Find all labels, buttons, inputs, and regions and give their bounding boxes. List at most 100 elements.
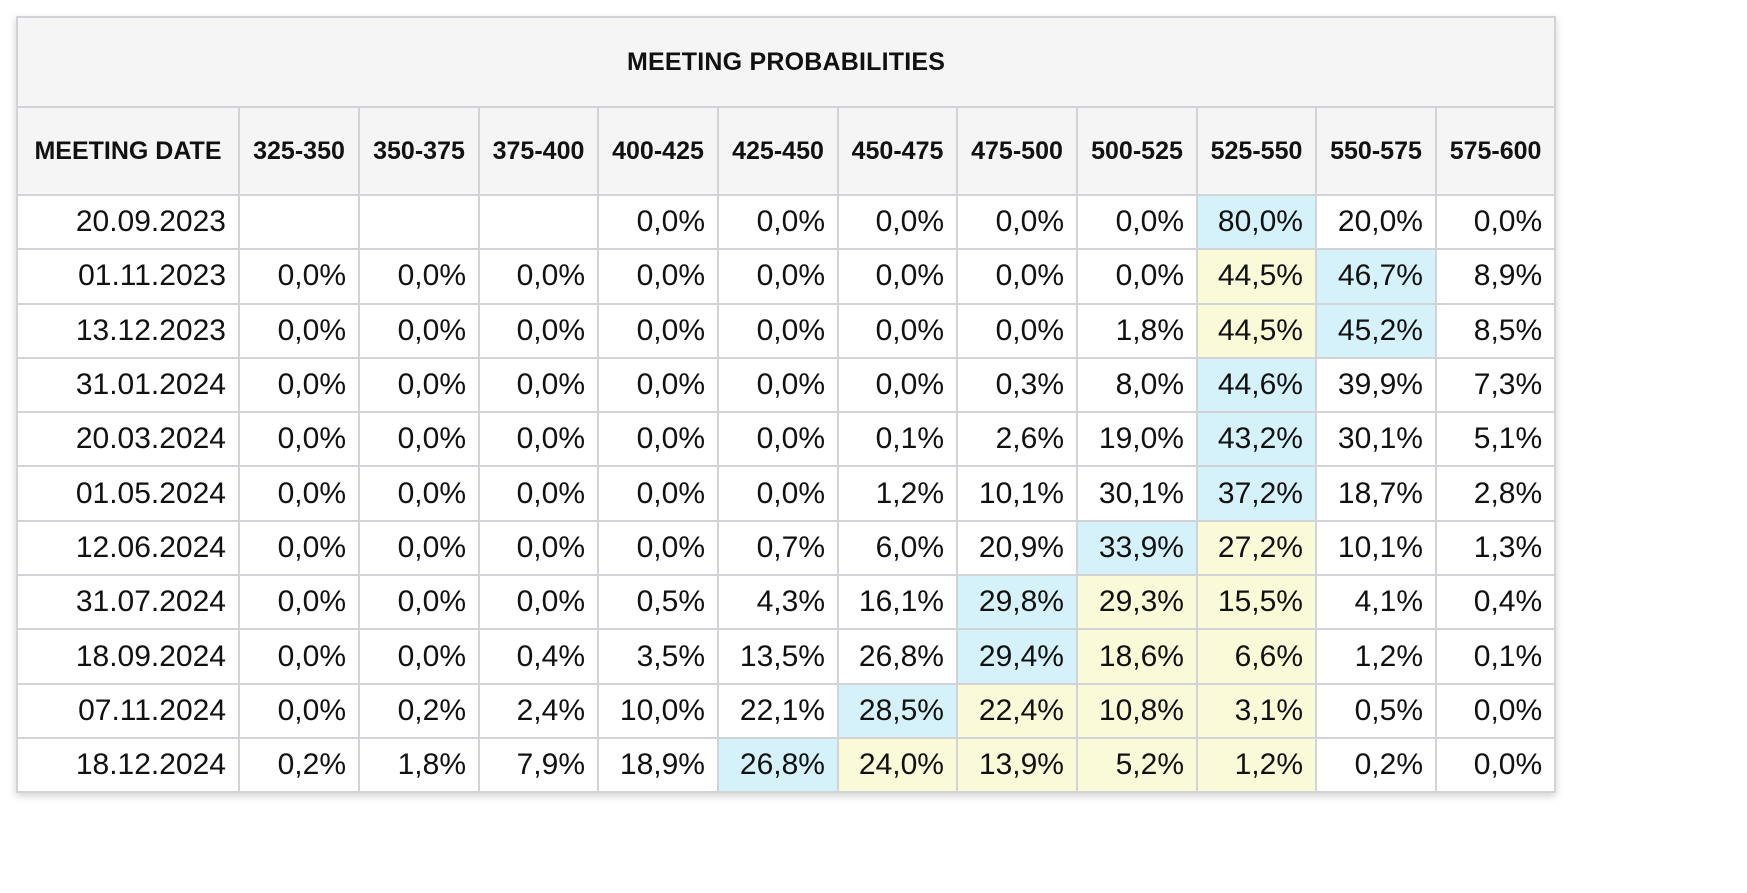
probability-cell: 1,2% bbox=[837, 465, 958, 522]
probability-cell: 44,5% bbox=[1196, 302, 1317, 359]
probability-cell: 10,0% bbox=[597, 682, 719, 739]
table-row: 31.01.2024 0,0% 0,0% 0,0% 0,0% 0,0% 0,0% 0,3% 8,… bbox=[16, 356, 1557, 414]
probability-cell: 6,0% bbox=[837, 519, 958, 577]
probability-cell: 0,0% bbox=[238, 248, 360, 305]
probability-cell: 28,5% bbox=[837, 682, 958, 739]
probability-cell: 0,0% bbox=[238, 682, 360, 739]
probability-cell: 0,2% bbox=[238, 736, 360, 794]
meeting-date-cell: 13.12.2023 bbox=[16, 302, 240, 359]
probability-cell: 43,2% bbox=[1196, 411, 1317, 468]
probability-cell: 7,9% bbox=[478, 736, 599, 794]
probability-cell: 44,6% bbox=[1196, 356, 1317, 414]
probability-cell: 0,0% bbox=[956, 302, 1078, 359]
probability-cell: 0,0% bbox=[597, 302, 719, 359]
column-header-range: 525-550 bbox=[1196, 106, 1317, 196]
probability-cell: 0,0% bbox=[238, 465, 360, 522]
probability-cell: 26,8% bbox=[717, 736, 839, 794]
probability-cell: 0,0% bbox=[478, 302, 599, 359]
probability-cell: 0,0% bbox=[597, 193, 719, 251]
probability-cell: 0,0% bbox=[478, 574, 599, 631]
meeting-date-cell: 31.07.2024 bbox=[16, 574, 240, 631]
probability-cell: 13,9% bbox=[956, 736, 1078, 794]
probability-cell: 5,1% bbox=[1434, 411, 1557, 468]
meeting-date-cell: 18.12.2024 bbox=[16, 736, 240, 794]
probability-cell: 80,0% bbox=[1196, 193, 1317, 251]
column-header-range: 400-425 bbox=[597, 106, 719, 196]
probability-cell: 2,6% bbox=[956, 411, 1078, 468]
column-header-range: 375-400 bbox=[478, 106, 599, 196]
probability-cell: 0,0% bbox=[358, 248, 480, 305]
probability-cell: 46,7% bbox=[1315, 248, 1437, 305]
probability-cell: 1,8% bbox=[1076, 302, 1198, 359]
probability-cell: 0,0% bbox=[358, 465, 480, 522]
column-header-range: 475-500 bbox=[956, 106, 1078, 196]
table-row: 01.05.2024 0,0% 0,0% 0,0% 0,0% 0,0% 1,2% 10,1% 3… bbox=[16, 465, 1557, 522]
meeting-date-cell: 07.11.2024 bbox=[16, 682, 240, 739]
table-body: 20.09.2023 0,0% 0,0% 0,0% 0,0% 0,0% 80,0% 20,0%… bbox=[16, 193, 1557, 794]
probability-cell: 1,2% bbox=[1315, 628, 1437, 685]
probability-cell: 0,5% bbox=[1315, 682, 1437, 739]
probability-cell: 8,0% bbox=[1076, 356, 1198, 414]
meeting-date-cell: 31.01.2024 bbox=[16, 356, 240, 414]
probability-cell: 15,5% bbox=[1196, 574, 1317, 631]
probability-cell: 0,0% bbox=[717, 411, 839, 468]
probability-cell: 30,1% bbox=[1076, 465, 1198, 522]
probability-cell: 0,0% bbox=[837, 356, 958, 414]
probability-cell: 10,8% bbox=[1076, 682, 1198, 739]
probability-cell: 0,2% bbox=[1315, 736, 1437, 794]
probability-cell: 16,1% bbox=[837, 574, 958, 631]
meeting-date-cell: 01.05.2024 bbox=[16, 465, 240, 522]
probability-cell bbox=[358, 193, 480, 251]
column-header-meeting-date: MEETING DATE bbox=[16, 106, 240, 196]
probability-cell: 20,0% bbox=[1315, 193, 1437, 251]
probability-cell: 45,2% bbox=[1315, 302, 1437, 359]
probability-cell: 20,9% bbox=[956, 519, 1078, 577]
table-row: 31.07.2024 0,0% 0,0% 0,0% 0,5% 4,3% 16,1% 29,8%… bbox=[16, 574, 1557, 631]
table-row: 18.09.2024 0,0% 0,0% 0,4% 3,5% 13,5% 26,8% 29,4… bbox=[16, 628, 1557, 685]
probability-cell: 37,2% bbox=[1196, 465, 1317, 522]
table-row: 13.12.2023 0,0% 0,0% 0,0% 0,0% 0,0% 0,0% 0,0% 1,… bbox=[16, 302, 1557, 359]
probability-cell: 0,0% bbox=[238, 411, 360, 468]
probability-cell: 0,0% bbox=[238, 356, 360, 414]
probability-cell: 5,2% bbox=[1076, 736, 1198, 794]
column-header-range: 350-375 bbox=[358, 106, 480, 196]
probability-cell: 0,0% bbox=[238, 519, 360, 577]
column-header-range: 575-600 bbox=[1434, 106, 1557, 196]
probabilities-table-container: MEETING PROBABILITIES MEETING DATE 325-35… bbox=[15, 16, 1557, 794]
probability-cell: 0,0% bbox=[478, 411, 599, 468]
probability-cell: 4,3% bbox=[717, 574, 839, 631]
probability-cell: 24,0% bbox=[837, 736, 958, 794]
probability-cell: 6,6% bbox=[1196, 628, 1317, 685]
probability-cell: 26,8% bbox=[837, 628, 958, 685]
probability-cell: 1,8% bbox=[358, 736, 480, 794]
probability-cell: 3,5% bbox=[597, 628, 719, 685]
probability-cell: 29,8% bbox=[956, 574, 1078, 631]
probability-cell: 0,0% bbox=[717, 248, 839, 305]
probability-cell: 0,0% bbox=[358, 411, 480, 468]
probability-cell: 0,0% bbox=[717, 356, 839, 414]
probability-cell: 0,0% bbox=[1434, 736, 1557, 794]
probability-cell: 29,3% bbox=[1076, 574, 1198, 631]
probability-cell: 22,1% bbox=[717, 682, 839, 739]
meeting-date-cell: 12.06.2024 bbox=[16, 519, 240, 577]
probability-cell: 18,6% bbox=[1076, 628, 1198, 685]
probability-cell: 44,5% bbox=[1196, 248, 1317, 305]
probability-cell: 19,0% bbox=[1076, 411, 1198, 468]
probability-cell: 0,3% bbox=[956, 356, 1078, 414]
probability-cell: 27,2% bbox=[1196, 519, 1317, 577]
table-row: 12.06.2024 0,0% 0,0% 0,0% 0,0% 0,7% 6,0% 20,9% 3… bbox=[16, 519, 1557, 577]
probability-cell: 39,9% bbox=[1315, 356, 1437, 414]
probability-cell: 0,1% bbox=[837, 411, 958, 468]
table-title: MEETING PROBABILITIES bbox=[15, 16, 1557, 108]
probability-cell: 0,0% bbox=[358, 628, 480, 685]
probability-cell: 29,4% bbox=[956, 628, 1078, 685]
column-header-range: 550-575 bbox=[1315, 106, 1437, 196]
meeting-date-cell: 20.09.2023 bbox=[16, 193, 240, 251]
probability-cell: 0,0% bbox=[597, 465, 719, 522]
probability-cell: 30,1% bbox=[1315, 411, 1437, 468]
probability-cell: 2,8% bbox=[1434, 465, 1557, 522]
probability-cell: 0,0% bbox=[358, 356, 480, 414]
meeting-date-cell: 01.11.2023 bbox=[16, 248, 240, 305]
probability-cell: 0,0% bbox=[358, 519, 480, 577]
probability-cell: 0,1% bbox=[1434, 628, 1557, 685]
